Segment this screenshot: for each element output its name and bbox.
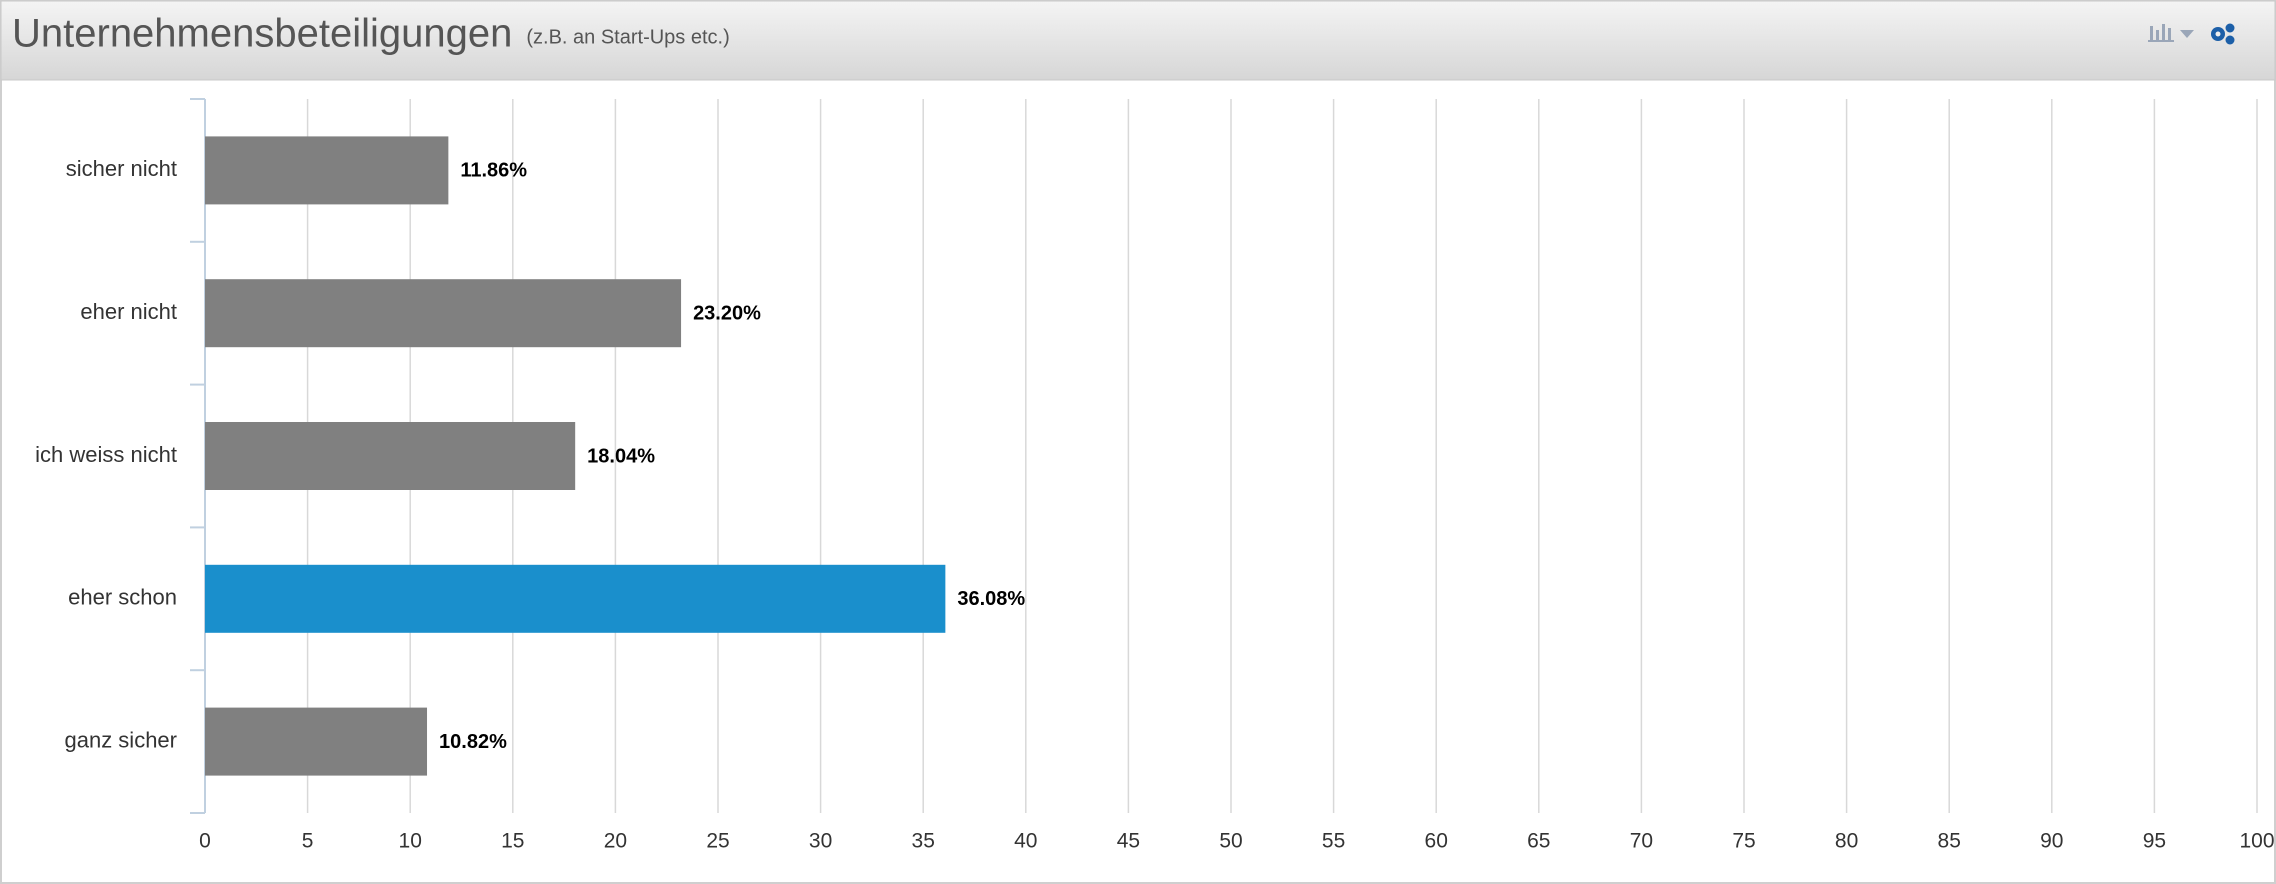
x-tick-label: 85 xyxy=(1938,830,1961,853)
bar xyxy=(205,136,449,205)
x-tick-label: 50 xyxy=(1219,830,1242,853)
chart-type-menu[interactable] xyxy=(2148,24,2194,42)
x-tick-label: 65 xyxy=(1527,830,1550,853)
x-tick-label: 45 xyxy=(1117,830,1140,853)
bar xyxy=(205,422,576,490)
value-label: 36.08% xyxy=(957,588,1025,610)
header xyxy=(0,0,2276,81)
y-tick-label: eher nicht xyxy=(80,299,177,324)
value-label: 10.82% xyxy=(439,731,507,753)
bar xyxy=(205,707,428,776)
value-label: 23.20% xyxy=(693,302,761,324)
x-tick-label: 95 xyxy=(2143,830,2166,853)
y-tick-label: ich weiss nicht xyxy=(35,442,177,467)
x-tick-label: 70 xyxy=(1630,830,1653,853)
x-tick-label: 35 xyxy=(912,830,935,853)
bar xyxy=(205,279,682,348)
x-tick-label: 30 xyxy=(809,830,832,853)
x-tick-label: 40 xyxy=(1014,830,1037,853)
settings-icon[interactable] xyxy=(2211,23,2235,45)
x-tick-label: 60 xyxy=(1425,830,1448,853)
x-tick-label: 10 xyxy=(399,830,422,853)
x-tick-label: 25 xyxy=(706,830,729,853)
chart-title: Unternehmensbeteiligungen xyxy=(12,12,512,56)
x-tick-label: 20 xyxy=(604,830,627,853)
x-tick-label: 100 xyxy=(2239,830,2274,853)
x-tick-label: 55 xyxy=(1322,830,1345,853)
value-label: 18.04% xyxy=(587,445,655,467)
x-tick-label: 5 xyxy=(302,830,314,853)
x-tick-label: 80 xyxy=(1835,830,1858,853)
x-tick-label: 15 xyxy=(501,830,524,853)
bar xyxy=(205,564,946,633)
chart-subtitle: (z.B. an Start-Ups etc.) xyxy=(526,26,729,48)
x-tick-label: 90 xyxy=(2040,830,2063,853)
y-tick-label: ganz sicher xyxy=(64,727,177,752)
x-tick-label: 75 xyxy=(1732,830,1755,853)
y-tick-label: eher schon xyxy=(68,585,177,610)
x-tick-label: 0 xyxy=(199,830,211,853)
y-tick-label: sicher nicht xyxy=(66,156,177,181)
value-label: 11.86% xyxy=(460,160,527,182)
